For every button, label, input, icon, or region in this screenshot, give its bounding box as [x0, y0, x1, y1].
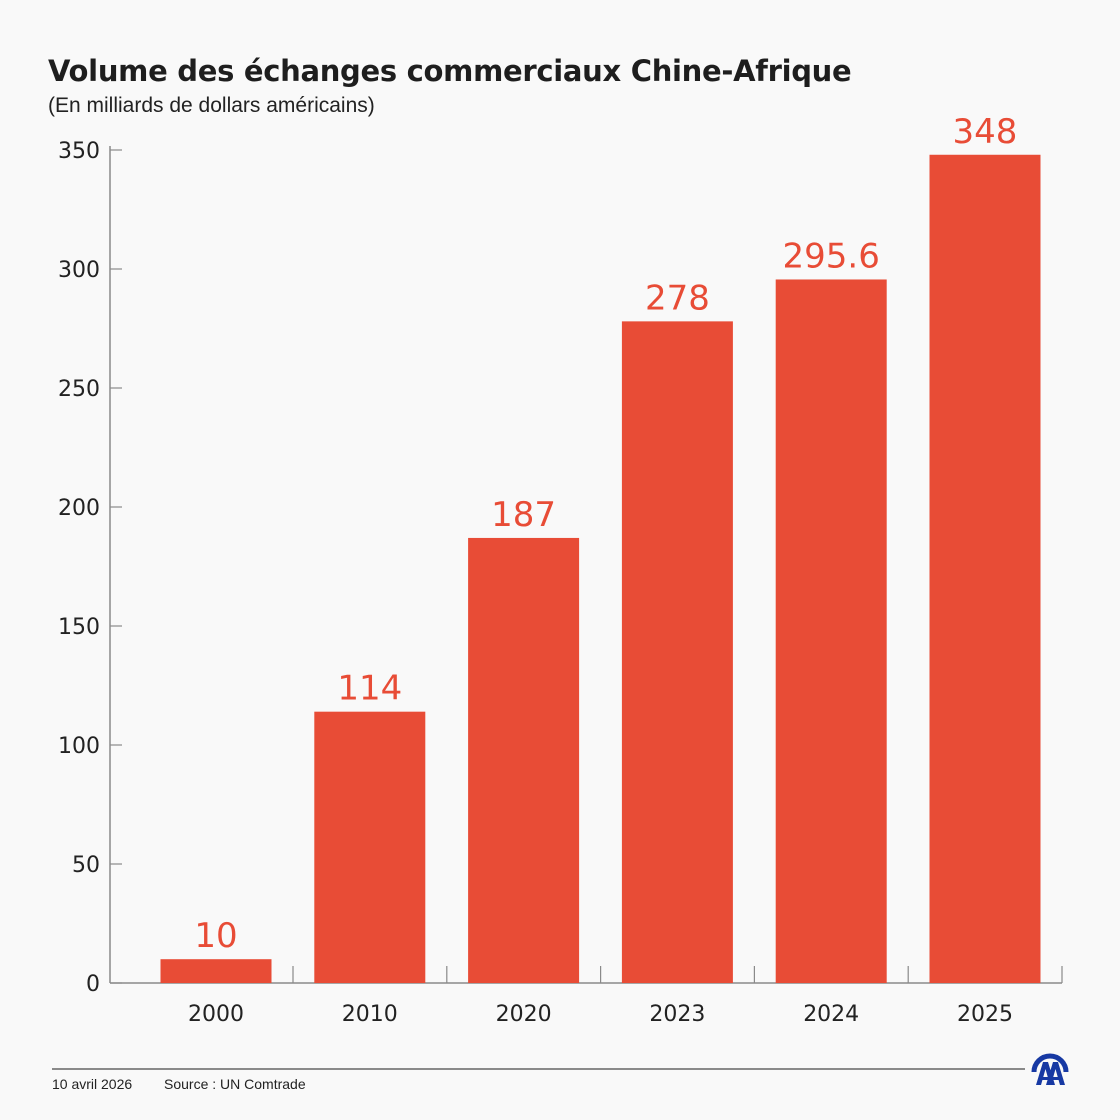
x-tick-label: 2025 [957, 1002, 1013, 1027]
value-label: 295.6 [783, 236, 880, 276]
y-tick-label: 200 [58, 496, 100, 521]
bar-2000 [160, 959, 272, 983]
footer-source: Source : UN Comtrade [164, 1076, 306, 1092]
value-label: 278 [645, 278, 710, 318]
footer-date: 10 avril 2026 [52, 1076, 133, 1092]
y-tick-label: 50 [72, 853, 100, 878]
y-tick-label: 300 [58, 258, 100, 283]
bar-2025 [929, 154, 1041, 983]
bar-2023 [621, 321, 733, 983]
value-label: 348 [953, 112, 1018, 152]
value-label: 187 [491, 495, 556, 535]
y-tick-label: 350 [58, 139, 100, 164]
y-tick-label: 100 [58, 734, 100, 759]
bar-2024 [775, 279, 887, 983]
value-label: 114 [337, 669, 402, 709]
chart-subtitle: (En milliards de dollars américains) [48, 94, 375, 117]
chart-title: Volume des échanges commerciaux Chine-Af… [48, 54, 852, 88]
y-tick-label: 0 [86, 972, 100, 997]
y-tick-label: 250 [58, 377, 100, 402]
aa-logo [1031, 1053, 1069, 1085]
y-tick-label: 150 [58, 615, 100, 640]
x-tick-label: 2023 [649, 1002, 705, 1027]
x-tick-label: 2010 [342, 1002, 398, 1027]
x-tick-label: 2024 [803, 1002, 859, 1027]
bar-2010 [314, 711, 426, 983]
bar-2020 [468, 537, 580, 983]
footer-divider [52, 1068, 1025, 1070]
x-tick-label: 2020 [496, 1002, 552, 1027]
value-label: 10 [194, 916, 237, 956]
x-tick-label: 2000 [188, 1002, 244, 1027]
